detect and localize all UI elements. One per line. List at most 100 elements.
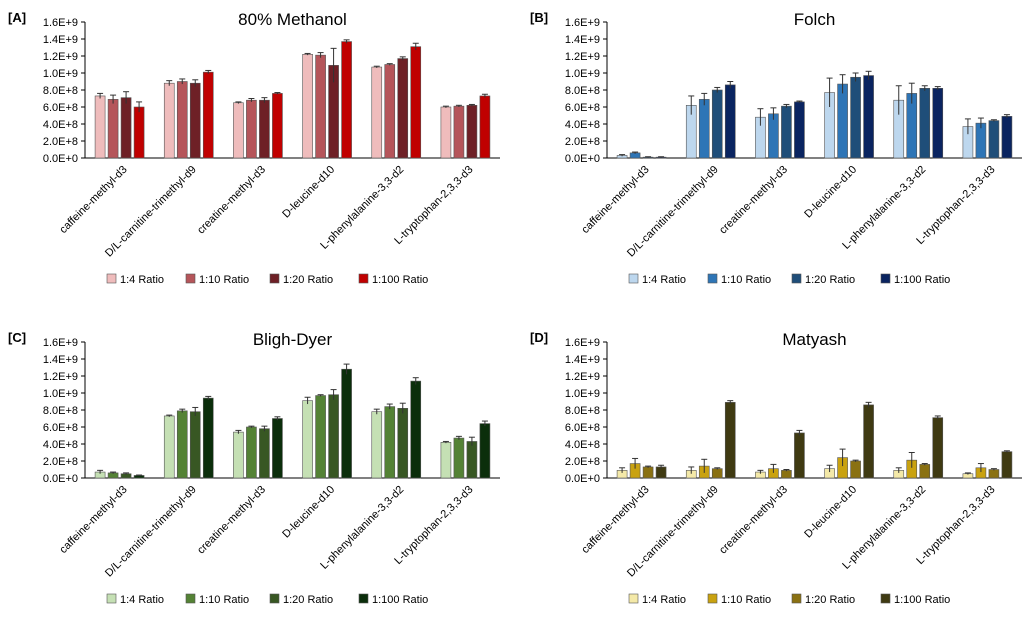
bar [259,428,270,479]
x-tick-label: caffeine-methyl-d3 [579,484,651,556]
bar [850,460,861,479]
y-tick-label: 0.0E+0 [565,473,600,485]
x-tick-label: D-leucine-d10 [280,484,337,541]
panel-label: [D] [530,330,548,345]
y-tick-label: 6.0E+8 [565,102,600,114]
legend-label: 1:20 Ratio [805,594,855,606]
bar [975,122,987,159]
bar [794,432,805,479]
bar [988,469,1000,479]
bar-chart: [C] Bligh-Dyer 0.0E+0 2.0E+8 4.0E+8 6.0E+8 8.0… [8,330,500,606]
bar [163,82,175,159]
bar [794,101,805,159]
bar [259,99,270,159]
y-tick-label: 4.0E+8 [43,119,78,131]
y-tick-label: 1.6E+9 [43,337,78,349]
bar [233,431,244,479]
bar-chart: [A] 80% Methanol 0.0E+0 2.0E+8 4.0E+8 6.0E+8 8… [8,10,500,286]
bar [781,470,792,479]
y-tick-label: 6.0E+8 [43,102,78,114]
legend-swatch [185,593,196,604]
y-tick-label: 1.4E+9 [43,34,78,46]
bar [768,113,779,159]
bar [384,406,396,479]
legend-label: 1:20 Ratio [805,274,855,286]
legend-label: 1:4 Ratio [120,274,164,286]
bar [410,46,422,159]
bar [863,75,874,159]
bar [479,95,491,159]
bar [107,99,119,159]
y-tick-label: 0.0E+0 [565,153,600,165]
bar [315,395,326,479]
x-tick-label: caffeine-methyl-d3 [579,164,651,236]
x-tick-label: D-leucine-d10 [280,164,337,221]
legend-swatch [628,593,639,604]
bar [850,76,861,159]
bar [133,106,145,159]
chart-panel-b: [B] Folch 0.0E+0 2.0E+8 4.0E+8 6.0E+8 8.0E+8 1.… [522,0,1034,300]
bar [711,89,723,159]
y-tick-label: 1.6E+9 [565,17,600,29]
bar [1001,451,1013,479]
y-tick-label: 1.0E+9 [565,68,600,80]
legend-label: 1:10 Ratio [721,274,771,286]
bar [711,468,723,479]
bar [272,93,283,159]
legend-swatch [269,593,280,604]
y-tick-label: 8.0E+8 [565,85,600,97]
bar [94,95,106,159]
y-tick-label: 1.0E+9 [43,388,78,400]
panel-label: [B] [530,10,548,25]
x-tick-label: L-tryptophan-2,3,3-d3 [914,164,997,247]
y-tick-label: 1.2E+9 [43,371,78,383]
legend-label: 1:10 Ratio [199,274,249,286]
y-tick-label: 8.0E+8 [43,405,78,417]
y-tick-label: 8.0E+8 [43,85,78,97]
legend-label: 1:4 Ratio [642,274,686,286]
x-tick-label: L-tryptophan-2,3,3-d3 [914,484,997,567]
legend-label: 1:100 Ratio [372,274,428,286]
legend-label: 1:20 Ratio [283,594,333,606]
bar [440,442,452,479]
legend-label: 1:100 Ratio [894,594,950,606]
legend-swatch [880,273,891,284]
bar [302,53,313,159]
bar [919,464,931,479]
bar-chart: [B] Folch 0.0E+0 2.0E+8 4.0E+8 6.0E+8 8.0E+8 1.… [530,10,1022,286]
bar [246,426,257,479]
y-tick-label: 4.0E+8 [565,439,600,451]
x-tick-label: creatine-methyl-d3 [195,484,268,557]
y-tick-label: 1.0E+9 [43,68,78,80]
y-tick-label: 1.2E+9 [43,51,78,63]
bar [302,400,313,479]
bar [341,368,352,479]
bar [919,88,931,159]
y-tick-label: 1.4E+9 [565,354,600,366]
bar [246,99,257,159]
bar [202,71,214,159]
y-tick-label: 1.0E+9 [565,388,600,400]
y-tick-label: 6.0E+8 [43,422,78,434]
legend-swatch [185,273,196,284]
y-tick-label: 1.2E+9 [565,371,600,383]
bar [272,418,283,479]
bar [837,83,848,159]
bar [397,408,409,479]
legend-swatch [791,273,802,284]
legend-swatch [106,273,117,284]
bar [328,394,339,479]
bar [724,402,736,479]
x-tick-label: L-tryptophan-2,3,3-d3 [392,484,475,567]
y-tick-label: 0.0E+0 [43,473,78,485]
legend-label: 1:10 Ratio [199,594,249,606]
bar [453,105,465,159]
x-tick-label: creatine-methyl-d3 [195,164,268,237]
bar [371,411,383,479]
bar [410,380,422,479]
legend-label: 1:100 Ratio [894,274,950,286]
bar [479,423,491,479]
bar [863,404,874,479]
y-tick-label: 1.6E+9 [43,17,78,29]
y-tick-label: 1.4E+9 [43,354,78,366]
